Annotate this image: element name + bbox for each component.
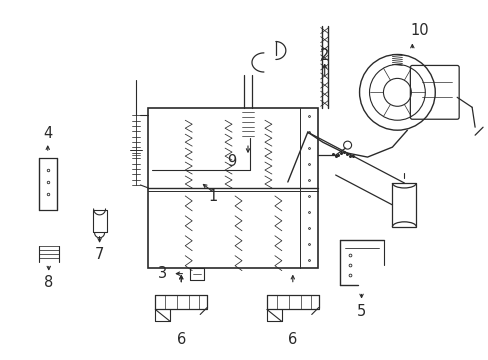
Text: 6: 6 <box>176 332 185 347</box>
Text: 6: 6 <box>287 332 297 347</box>
Text: 8: 8 <box>44 275 53 290</box>
Text: 3: 3 <box>158 266 166 281</box>
Text: 4: 4 <box>43 126 52 141</box>
Text: 9: 9 <box>227 154 236 168</box>
Text: 2: 2 <box>319 48 329 63</box>
Text: 10: 10 <box>409 23 428 38</box>
Text: 1: 1 <box>208 189 217 204</box>
Text: 5: 5 <box>356 304 366 319</box>
Bar <box>148 108 317 268</box>
Text: 7: 7 <box>95 247 104 262</box>
Bar <box>392 183 415 227</box>
